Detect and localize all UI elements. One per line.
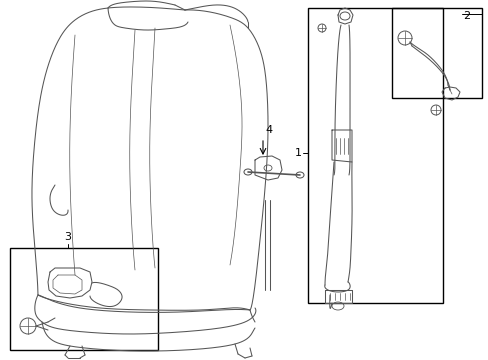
Text: 3: 3 — [64, 232, 71, 242]
Text: 1: 1 — [294, 148, 302, 158]
Bar — [391, 8, 481, 98]
Bar — [307, 8, 442, 303]
Text: 4: 4 — [264, 125, 271, 135]
Bar — [10, 248, 158, 350]
Text: 2: 2 — [462, 11, 469, 21]
